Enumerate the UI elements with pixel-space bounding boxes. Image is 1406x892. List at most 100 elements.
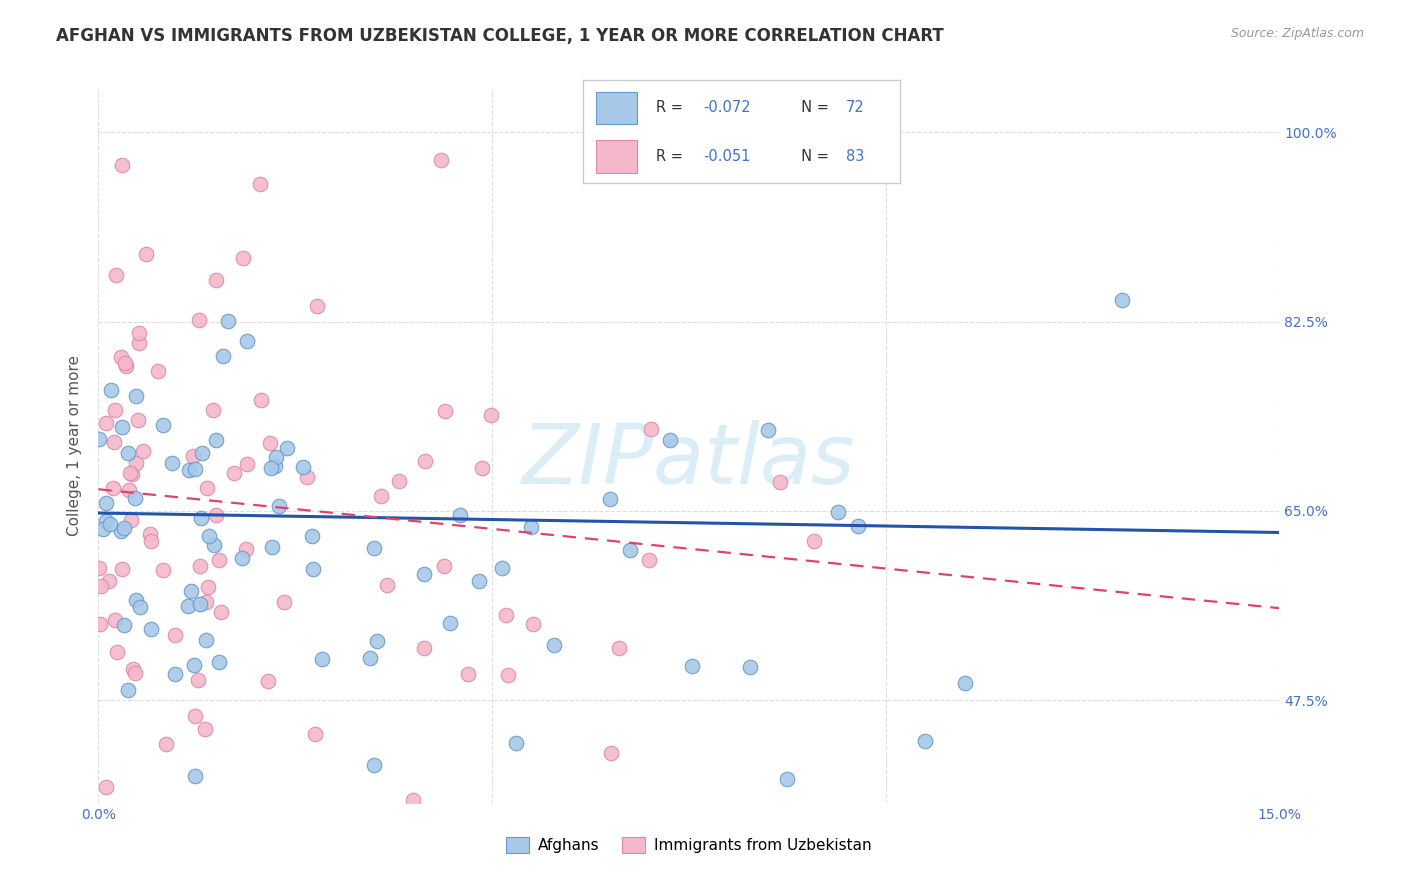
Point — [402, 792, 425, 806]
Point — [681, 658, 703, 673]
Point — [619, 543, 641, 558]
Point — [449, 508, 471, 522]
Text: -0.051: -0.051 — [704, 149, 751, 164]
Point — [434, 404, 457, 418]
Point — [163, 667, 186, 681]
Point — [259, 436, 281, 450]
Point — [91, 522, 114, 536]
Point — [132, 443, 155, 458]
Point — [110, 524, 132, 539]
Point — [194, 722, 217, 736]
Point — [522, 617, 544, 632]
FancyBboxPatch shape — [596, 92, 637, 124]
Point — [202, 538, 225, 552]
Point — [599, 491, 621, 506]
Point — [98, 516, 121, 531]
Point — [211, 349, 233, 363]
Text: AFGHAN VS IMMIGRANTS FROM UZBEKISTAN COLLEGE, 1 YEAR OR MORE CORRELATION CHART: AFGHAN VS IMMIGRANTS FROM UZBEKISTAN COL… — [56, 27, 943, 45]
Point — [276, 441, 298, 455]
Point — [125, 593, 148, 607]
Point — [120, 513, 142, 527]
Point — [184, 462, 207, 476]
Point — [236, 334, 259, 348]
Point — [433, 558, 456, 573]
Point — [96, 780, 118, 794]
Point — [121, 467, 143, 482]
Point — [100, 383, 122, 397]
Text: Source: ZipAtlas.com: Source: ZipAtlas.com — [1230, 27, 1364, 40]
Point — [96, 416, 118, 430]
Point — [412, 566, 434, 581]
Point — [118, 466, 141, 480]
Point — [366, 633, 388, 648]
Point — [273, 595, 295, 609]
Point — [388, 474, 411, 488]
Point — [204, 508, 226, 523]
Point — [375, 578, 398, 592]
Point — [224, 466, 246, 480]
Legend: Afghans, Immigrants from Uzbekistan: Afghans, Immigrants from Uzbekistan — [499, 831, 879, 859]
FancyBboxPatch shape — [596, 140, 637, 173]
Point — [267, 500, 290, 514]
Point — [250, 393, 273, 408]
Point — [953, 675, 976, 690]
Point — [738, 660, 761, 674]
Point — [186, 673, 208, 688]
Point — [430, 153, 453, 167]
Point — [190, 446, 212, 460]
Point — [188, 559, 211, 574]
Point — [359, 651, 381, 665]
Point — [827, 505, 849, 519]
Point — [363, 758, 385, 772]
Y-axis label: College, 1 year or more: College, 1 year or more — [67, 356, 83, 536]
Point — [105, 645, 128, 659]
Point — [209, 605, 232, 619]
Point — [205, 433, 228, 447]
Point — [914, 734, 936, 748]
Point — [187, 313, 209, 327]
Point — [124, 491, 146, 505]
Text: ZIPatlas: ZIPatlas — [522, 420, 856, 500]
Point — [231, 550, 253, 565]
Point — [471, 460, 494, 475]
Point — [607, 641, 630, 656]
Point — [111, 561, 134, 575]
Point — [195, 632, 218, 647]
Point — [112, 618, 135, 632]
Point — [162, 456, 184, 470]
Point — [104, 613, 127, 627]
Point — [128, 326, 150, 341]
Point — [301, 529, 323, 543]
Point — [305, 298, 328, 312]
Point — [208, 553, 231, 567]
Point — [413, 640, 436, 655]
Point — [491, 561, 513, 575]
Point — [138, 527, 160, 541]
Point — [125, 456, 148, 470]
Point — [122, 662, 145, 676]
Point — [803, 533, 825, 548]
Point — [195, 595, 218, 609]
Point — [467, 574, 489, 588]
Point — [163, 628, 186, 642]
Point — [87, 432, 110, 446]
Point — [94, 514, 117, 528]
Point — [114, 356, 136, 370]
Point — [152, 563, 174, 577]
Point — [439, 615, 461, 630]
Point — [127, 413, 149, 427]
Point — [457, 667, 479, 681]
Point — [179, 463, 201, 477]
Text: R =: R = — [657, 101, 688, 115]
Point — [118, 483, 141, 497]
Point — [89, 561, 111, 575]
Point — [105, 268, 128, 282]
Point — [520, 520, 543, 534]
Point — [505, 736, 527, 750]
Point — [232, 251, 254, 265]
Point — [180, 584, 202, 599]
Point — [271, 806, 294, 821]
Point — [304, 727, 326, 741]
Point — [111, 420, 134, 434]
Point — [496, 668, 519, 682]
